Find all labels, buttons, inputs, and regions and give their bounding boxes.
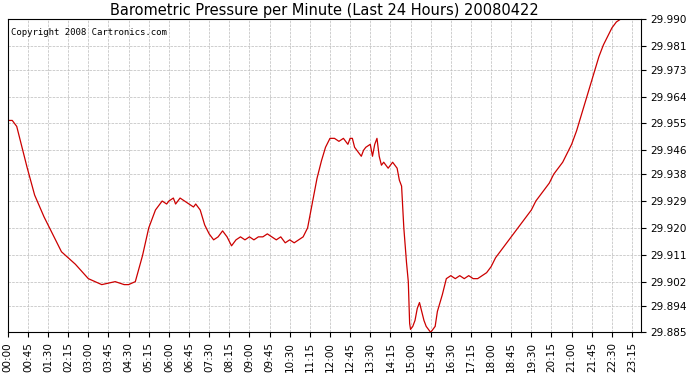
Text: Copyright 2008 Cartronics.com: Copyright 2008 Cartronics.com xyxy=(11,28,167,38)
Title: Barometric Pressure per Minute (Last 24 Hours) 20080422: Barometric Pressure per Minute (Last 24 … xyxy=(110,3,539,18)
